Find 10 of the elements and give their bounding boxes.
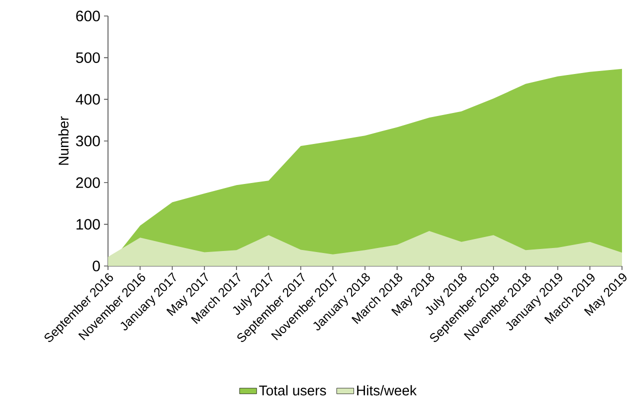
legend-label: Total users <box>259 385 326 396</box>
y-tick-label: 600 <box>76 10 100 22</box>
y-tick-label: 0 <box>92 260 100 272</box>
y-tick-label: 500 <box>76 52 100 63</box>
y-tick-label: 300 <box>76 136 100 146</box>
y-tick-label: 100 <box>76 219 100 230</box>
legend-label: Hits/week <box>357 385 417 396</box>
y-tick-label: 200 <box>76 177 100 188</box>
y-axis-title: Number <box>58 116 69 165</box>
y-tick-label: 400 <box>76 94 100 105</box>
